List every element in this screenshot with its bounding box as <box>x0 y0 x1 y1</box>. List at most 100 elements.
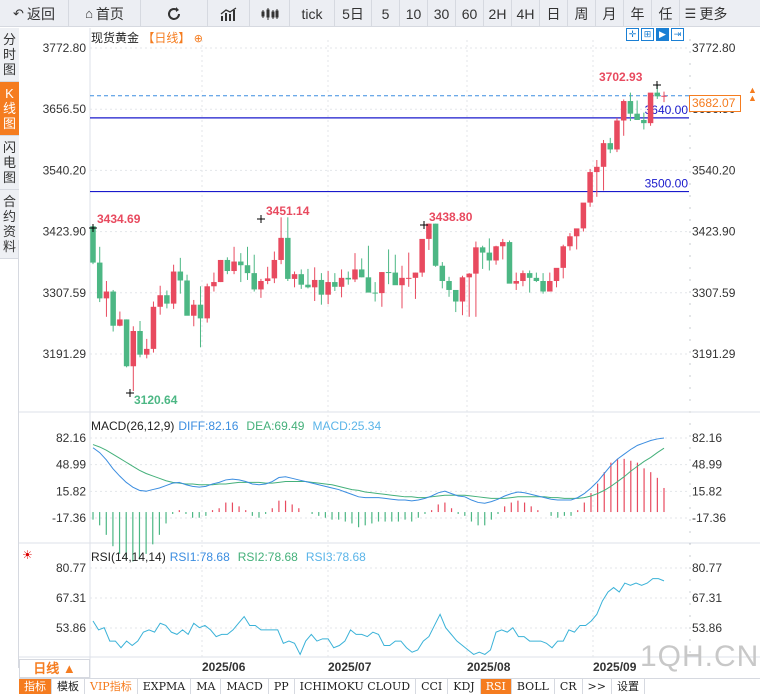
indicator-tab-macd[interactable]: MACD <box>221 679 269 694</box>
svg-text:3772.80: 3772.80 <box>43 41 87 55</box>
svg-text:82.16: 82.16 <box>692 431 722 445</box>
menu-icon: ☰ <box>684 5 697 21</box>
indicator-tab-cci[interactable]: CCI <box>416 679 449 694</box>
period-5min[interactable]: 5 <box>372 0 400 27</box>
macd-value: MACD:25.34 <box>312 419 382 433</box>
bar-trend-icon <box>220 6 236 21</box>
period-month[interactable]: 月 <box>596 0 624 27</box>
svg-text:3191.29: 3191.29 <box>43 347 87 361</box>
indicator-tab-vip指标[interactable]: VIP指标 <box>85 679 138 694</box>
sidebar-item-kline[interactable]: K线图 <box>0 82 19 136</box>
period-10min[interactable]: 10 <box>400 0 428 27</box>
add-compare-icon[interactable]: ⊕ <box>193 33 203 45</box>
period-2h[interactable]: 2H <box>484 0 512 27</box>
play-icon[interactable]: ▶ <box>656 28 669 41</box>
svg-text:3438.80: 3438.80 <box>429 210 473 224</box>
move-right-icon[interactable]: ⇥ <box>671 28 684 41</box>
back-label: 返回 <box>26 5 55 22</box>
rsi1-value: RSI1:78.68 <box>169 550 230 564</box>
period-60min[interactable]: 60 <box>456 0 484 27</box>
indicator-tab-cr[interactable]: CR <box>555 679 583 694</box>
indicator-settings-icon[interactable]: ☀ <box>22 548 33 562</box>
svg-text:3434.69: 3434.69 <box>97 212 141 226</box>
svg-text:3500.00: 3500.00 <box>645 177 689 191</box>
home-label: 首页 <box>95 5 124 22</box>
indicator-tab--[interactable]: >> <box>583 679 612 694</box>
sidebar-divider <box>0 240 19 668</box>
indicator-tab-expma[interactable]: EXPMA <box>138 679 192 694</box>
rsi3-value: RSI3:78.68 <box>305 550 366 564</box>
indicator-tab-设置[interactable]: 设置 <box>612 679 645 694</box>
svg-text:3120.64: 3120.64 <box>134 393 178 407</box>
period-day[interactable]: 日 <box>540 0 568 27</box>
indicator-tab-ma[interactable]: MA <box>191 679 222 694</box>
svg-text:3772.80: 3772.80 <box>692 41 736 55</box>
indicator-tab-模板[interactable]: 模板 <box>52 679 85 694</box>
period-tick[interactable]: tick <box>290 0 335 27</box>
refresh-icon <box>168 6 180 20</box>
instrument-name: 现货黄金 <box>91 31 140 45</box>
svg-text:53.86: 53.86 <box>692 621 722 635</box>
svg-text:3656.50: 3656.50 <box>43 102 87 116</box>
indicator-tab-boll[interactable]: BOLL <box>512 679 555 694</box>
svg-text:3423.90: 3423.90 <box>43 225 87 239</box>
home-icon: ⌂ <box>85 6 93 21</box>
crosshair-icon[interactable]: ✛ <box>626 28 639 41</box>
more-button[interactable]: ☰ 更多 <box>680 0 732 27</box>
indicator-chart-button[interactable] <box>208 0 250 27</box>
top-toolbar: ↶ 返回 ⌂ 首页 tick 5日 5 10 30 60 2H 4H 日 周 月… <box>0 0 760 27</box>
chart-tools: ✛ ⊞ ▶ ⇥ <box>626 28 684 41</box>
scroll-up-icon[interactable]: ▲ ▲ <box>748 85 757 103</box>
sidebar-item-contract-info[interactable]: 合约资料 <box>0 190 19 259</box>
period-30min[interactable]: 30 <box>428 0 456 27</box>
svg-text:80.77: 80.77 <box>56 561 86 575</box>
home-button[interactable]: ⌂ 首页 <box>69 0 141 27</box>
rsi-title: RSI(14,14,14) RSI1:78.68 RSI2:78.68 RSI3:78… <box>91 550 366 564</box>
svg-text:3191.29: 3191.29 <box>692 347 736 361</box>
more-label: 更多 <box>699 5 728 22</box>
svg-text:2025/07: 2025/07 <box>328 660 372 674</box>
zoom-range-icon[interactable]: ⊞ <box>641 28 654 41</box>
period-custom[interactable]: 任 <box>652 0 680 27</box>
candle-style-button[interactable] <box>250 0 290 27</box>
period-year[interactable]: 年 <box>624 0 652 27</box>
period-5day[interactable]: 5日 <box>335 0 372 27</box>
svg-text:15.82: 15.82 <box>692 484 722 498</box>
svg-text:3307.59: 3307.59 <box>43 286 87 300</box>
watermark: 1QH.CN <box>640 640 760 673</box>
svg-text:3540.20: 3540.20 <box>692 163 736 177</box>
svg-text:48.99: 48.99 <box>56 458 86 472</box>
svg-text:82.16: 82.16 <box>56 431 86 445</box>
back-arrow-icon: ↶ <box>13 5 24 21</box>
svg-text:3451.14: 3451.14 <box>266 204 310 218</box>
period-week[interactable]: 周 <box>568 0 596 27</box>
svg-text:48.99: 48.99 <box>692 458 722 472</box>
period-label: 【日线】 <box>142 31 191 45</box>
indicator-tab-pp[interactable]: PP <box>269 679 295 694</box>
period-4h[interactable]: 4H <box>512 0 540 27</box>
left-sidebar: 分时图 K线图 闪电图 合约资料 <box>0 28 19 259</box>
sidebar-item-timeshare[interactable]: 分时图 <box>0 28 19 82</box>
last-price-label: 3682.07 <box>689 95 741 112</box>
refresh-button[interactable] <box>141 0 208 27</box>
svg-text:3423.90: 3423.90 <box>692 225 736 239</box>
indicator-tab-指标[interactable]: 指标 <box>19 679 52 694</box>
svg-text:-17.36: -17.36 <box>692 511 726 525</box>
svg-text:-17.36: -17.36 <box>52 511 86 525</box>
indicator-tab-ichimoku-cloud[interactable]: ICHIMOKU CLOUD <box>295 679 417 694</box>
period-select[interactable]: 日线 ▲ <box>19 659 90 678</box>
svg-text:80.77: 80.77 <box>692 561 722 575</box>
svg-text:53.86: 53.86 <box>56 621 86 635</box>
svg-text:15.82: 15.82 <box>56 484 86 498</box>
rsi2-value: RSI2:78.68 <box>237 550 298 564</box>
svg-text:3702.93: 3702.93 <box>599 70 643 84</box>
svg-text:67.31: 67.31 <box>692 591 722 605</box>
sidebar-item-flash[interactable]: 闪电图 <box>0 136 19 190</box>
macd-params: MACD(26,12,9) <box>91 419 175 433</box>
indicator-tab-rsi[interactable]: RSI <box>480 679 512 694</box>
indicator-tab-kdj[interactable]: KDJ <box>448 679 481 694</box>
rsi-params: RSI(14,14,14) <box>91 550 166 564</box>
macd-title: MACD(26,12,9) DIFF:82.16 DEA:69.49 MACD:25.… <box>91 419 381 433</box>
back-button[interactable]: ↶ 返回 <box>0 0 69 27</box>
